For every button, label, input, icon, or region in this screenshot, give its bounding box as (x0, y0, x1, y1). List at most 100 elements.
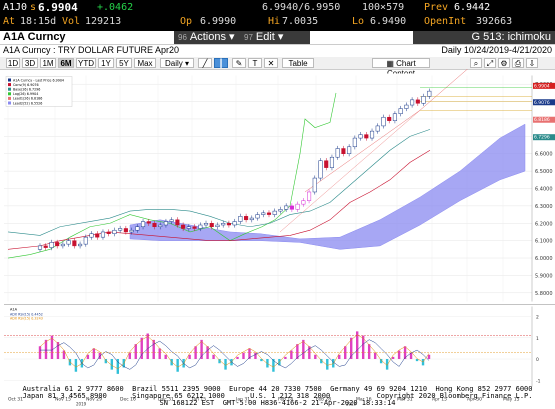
candle-body (295, 203, 300, 210)
footer-line-3: SN 168122 EST GMT-5:00 H836-4166-2 21-Ap… (159, 399, 396, 407)
period-1d[interactable]: 1D (6, 58, 20, 68)
histogram-bar (200, 339, 203, 359)
price-tag-label: 6.8186 (534, 117, 550, 123)
candle-body (129, 229, 134, 233)
candle-body (255, 214, 260, 219)
expand-icon[interactable]: ⤢ (484, 58, 496, 68)
candle-body (427, 90, 432, 97)
histogram-bar (254, 352, 257, 359)
frequency-dropdown[interactable]: Daily ▾ (160, 58, 194, 68)
histogram-bar (92, 348, 96, 359)
candle-body (89, 233, 94, 238)
candle-body (66, 240, 71, 245)
ichimoku-chart[interactable]: 7.00006.90006.80006.70006.60006.50006.40… (0, 69, 555, 409)
candle-body (329, 156, 335, 168)
period-max[interactable]: Max (134, 58, 156, 68)
candle-body (49, 242, 54, 248)
candle-body (341, 148, 346, 154)
export-icon[interactable]: ⇩ (526, 58, 538, 68)
actions-label: Actions ▾ (189, 31, 235, 43)
edit-button[interactable]: 97 Edit ▾ (240, 31, 310, 44)
candle-body (375, 125, 380, 132)
histogram-bar (146, 333, 149, 359)
legend-box (5, 76, 73, 107)
actions-button[interactable]: 96 Actions ▾ (174, 31, 244, 44)
line-chart-icon[interactable]: ╱ (198, 58, 212, 68)
histogram-bar (350, 337, 353, 359)
price-tag-label: 6.7296 (534, 135, 550, 141)
period-3d[interactable]: 3D (22, 58, 38, 68)
histogram-bar (236, 356, 239, 359)
candle-body (381, 116, 386, 127)
candle-body (146, 221, 151, 224)
price-axis: 7.00006.90006.80006.70006.60006.50006.40… (533, 82, 555, 297)
net-change: +.0462 (97, 2, 134, 13)
text-tool-icon[interactable]: T (248, 58, 262, 68)
histogram-bar (194, 346, 197, 359)
lower-tick-label: 0 (536, 357, 539, 363)
candle-body (112, 229, 117, 234)
openint-value: 392663 (476, 16, 513, 27)
chart-content-button[interactable]: ▦ Chart Content (372, 58, 430, 78)
price-tag (533, 134, 555, 141)
price-tag-label: 6.9904 (534, 83, 550, 89)
security-name[interactable]: A1A Curncy (3, 31, 66, 43)
histogram-bar (361, 335, 365, 359)
signal-line (39, 334, 430, 370)
histogram-bar (338, 354, 341, 359)
histogram-bar (56, 342, 60, 359)
candle-body (335, 148, 340, 158)
histogram-bar (86, 354, 90, 359)
candle-body (106, 231, 111, 234)
histogram-bar (188, 354, 191, 359)
period-6m[interactable]: 6M (58, 58, 74, 68)
candle-body (135, 226, 140, 231)
draw-tool-icon[interactable]: ✎ (232, 58, 246, 68)
candle-body (158, 224, 163, 227)
open-label: Op (180, 16, 193, 27)
histogram-bar (296, 344, 299, 359)
histogram-bar (44, 339, 48, 359)
candle-body (100, 231, 106, 238)
candle-body (169, 219, 174, 222)
candle-body (175, 219, 180, 226)
histogram-bar (415, 359, 419, 362)
settings-icon[interactable]: ⚙ (498, 58, 510, 68)
histogram-bar (176, 359, 179, 372)
print-icon[interactable]: ⎙ (512, 58, 524, 68)
candle-chart-icon[interactable]: ┃ (214, 58, 228, 68)
histogram-bar (314, 354, 317, 359)
candle-body (95, 233, 100, 238)
histogram-bar (344, 346, 347, 359)
histogram-bar (224, 359, 227, 370)
price-tag (533, 116, 555, 123)
candle-body (358, 134, 363, 139)
period-1m[interactable]: 1M (40, 58, 56, 68)
histogram-bar (302, 339, 305, 359)
histogram-bar (308, 346, 311, 359)
table-button[interactable]: Table (282, 58, 314, 68)
histogram-bar (134, 344, 137, 359)
period-5y[interactable]: 5Y (116, 58, 132, 68)
lower-tick-label: 1 (536, 336, 539, 342)
candle-body (55, 242, 60, 247)
candle-body (37, 245, 43, 250)
histogram-bar (104, 359, 108, 364)
histogram-bar (110, 359, 114, 370)
legend-swatch (8, 96, 11, 100)
year-label: 2019 (76, 402, 87, 407)
footer-line-1: Australia 61 2 9777 8600 Brazil 5511 239… (22, 385, 533, 393)
hi-label: Hi (268, 16, 281, 27)
price-tick-label: 6.2000 (535, 221, 553, 227)
zoom-icon[interactable]: ⌕ (470, 58, 482, 68)
histogram-bar (158, 348, 161, 359)
period-1y[interactable]: 1Y (98, 58, 114, 68)
candle-body (415, 99, 420, 104)
histogram-bar (218, 359, 221, 364)
candle-body (289, 205, 294, 210)
period-ytd[interactable]: YTD (76, 58, 96, 68)
annotate-icon[interactable]: ✕ (264, 58, 278, 68)
lo-value: 6.9490 (370, 16, 407, 27)
candle-body (186, 226, 191, 229)
